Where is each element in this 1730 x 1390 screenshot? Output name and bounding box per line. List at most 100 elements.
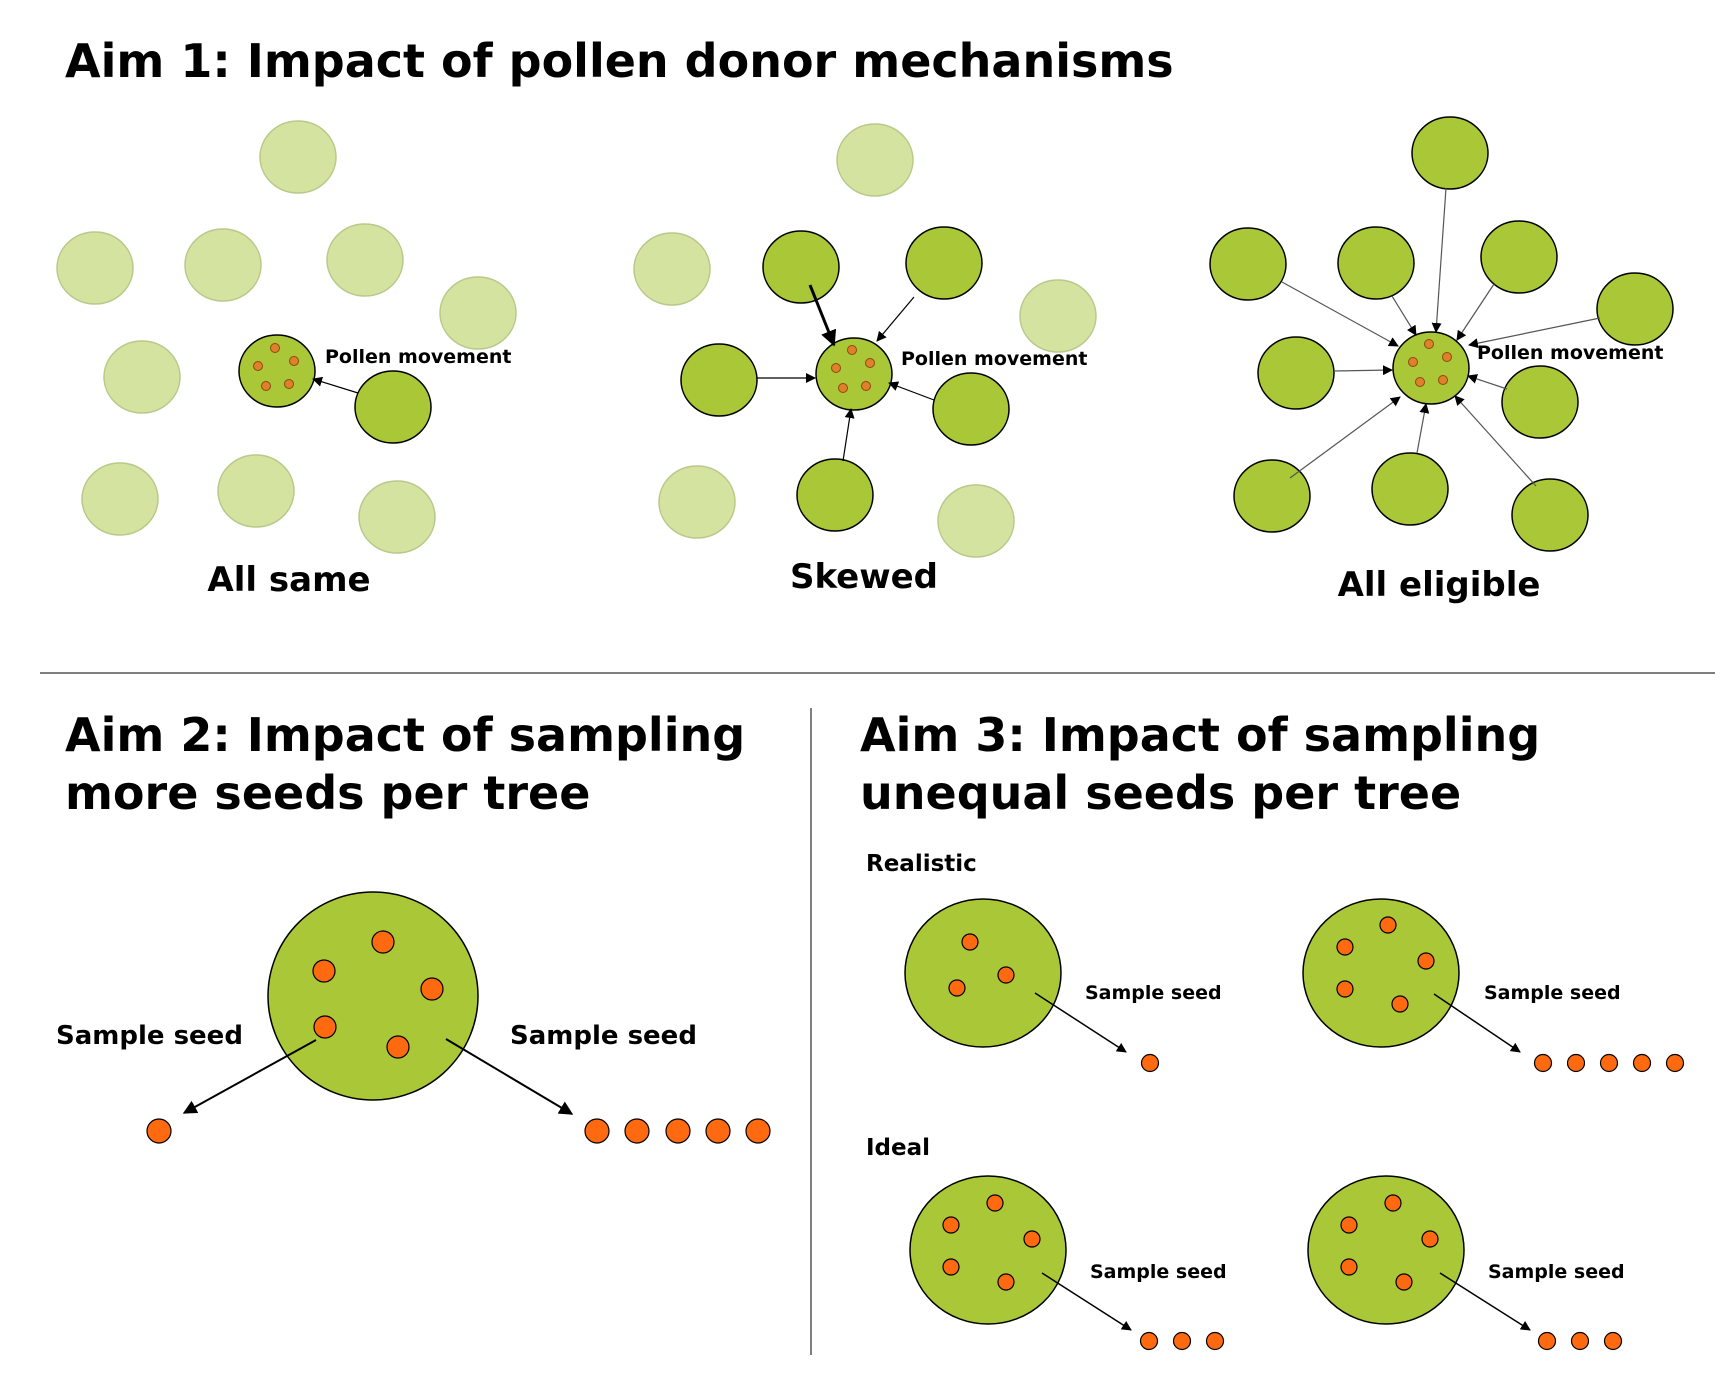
- seed: [1336, 938, 1354, 956]
- donor-tree: [1511, 478, 1589, 552]
- donor-tree: [1371, 452, 1449, 526]
- seed: [948, 979, 966, 997]
- sampled-seed: [1632, 1053, 1652, 1073]
- panel-all-eligible: [1209, 116, 1674, 552]
- seed: [1408, 357, 1418, 367]
- seed: [942, 1258, 960, 1276]
- aim1-title: Aim 1: Impact of pollen donor mechanisms: [65, 34, 1174, 88]
- seed: [261, 381, 271, 391]
- faded-tree: [358, 480, 436, 554]
- aim2-title: Aim 2: Impact of sampling more seeds per…: [65, 706, 745, 822]
- faded-tree: [937, 484, 1015, 558]
- aim3-title-line2: unequal seeds per tree: [860, 766, 1462, 820]
- seed: [1384, 1194, 1402, 1212]
- pollen-movement-label: Pollen movement: [901, 348, 1088, 370]
- sampled-seed: [146, 1118, 172, 1144]
- aim2-diagram: [146, 891, 771, 1144]
- pollen-movement-label: Pollen movement: [1477, 342, 1664, 364]
- donor-tree: [762, 230, 840, 304]
- pollen-arrow: [1454, 395, 1537, 487]
- aim2-right-sample-label: Sample seed: [510, 1021, 697, 1051]
- faded-tree: [439, 276, 517, 350]
- aim3-title: Aim 3: Impact of sampling unequal seeds …: [860, 706, 1540, 822]
- pollen-arrow: [1456, 283, 1495, 341]
- sampled-seed: [1139, 1331, 1159, 1351]
- faded-tree: [81, 462, 159, 536]
- seed: [1336, 980, 1354, 998]
- donor-tree: [1480, 220, 1558, 294]
- pollen-arrow: [1416, 403, 1430, 454]
- panel-label-skewed: Skewed: [789, 557, 939, 597]
- seed: [313, 1015, 337, 1039]
- pollen-arrow: [842, 408, 855, 462]
- seed: [1442, 352, 1452, 362]
- pollen-movement-label: Pollen movement: [325, 346, 512, 368]
- faded-tree: [217, 454, 295, 528]
- donor-tree: [905, 226, 983, 300]
- pollen-arrow: [1391, 295, 1417, 336]
- aim2-title-line1: Aim 2: Impact of sampling: [65, 708, 746, 762]
- mother-tree: [238, 334, 316, 408]
- sample-arrow: [1041, 1272, 1132, 1331]
- mother-tree: [1392, 331, 1470, 405]
- sample-arrow: [1439, 1272, 1531, 1331]
- donor-tree: [1501, 365, 1579, 439]
- pollen-arrow: [1468, 317, 1601, 349]
- sampled-seed: [1603, 1331, 1623, 1351]
- pollen-arrow: [1281, 281, 1399, 347]
- realistic-label: Realistic: [866, 851, 977, 877]
- aim3-realistic-left: [904, 898, 1160, 1073]
- aim3-sample-label: Sample seed: [1484, 982, 1621, 1004]
- panel-label-all-same: All same: [207, 560, 371, 600]
- seed: [1417, 952, 1435, 970]
- pollen-arrow: [888, 381, 935, 401]
- sample-arrow: [1034, 992, 1127, 1053]
- sampled-seed: [745, 1118, 771, 1144]
- pollen-arrow: [1333, 365, 1393, 376]
- sampled-seed: [1533, 1053, 1553, 1073]
- seed: [1421, 1230, 1439, 1248]
- donor-tree: [1411, 116, 1489, 190]
- aim3-realistic-right: [1302, 898, 1685, 1073]
- panel-skewed: [633, 123, 1097, 558]
- sampled-seed: [1140, 1053, 1160, 1073]
- aim3-sample-label: Sample seed: [1085, 982, 1222, 1004]
- seed: [289, 356, 299, 366]
- sampled-seed: [1570, 1331, 1590, 1351]
- seed: [1379, 916, 1397, 934]
- aim3-title-line1: Aim 3: Impact of sampling: [860, 708, 1541, 762]
- seed: [1438, 375, 1448, 385]
- pollen-arrow-strong: [808, 284, 837, 347]
- donor-tree: [1596, 272, 1674, 346]
- sampled-seed: [1665, 1053, 1685, 1073]
- sample-tree: [267, 891, 479, 1101]
- seed: [1023, 1230, 1041, 1248]
- seed: [861, 381, 871, 391]
- faded-tree: [56, 231, 134, 305]
- seed: [386, 1035, 410, 1059]
- aim3-sample-label: Sample seed: [1090, 1261, 1227, 1283]
- seed: [942, 1216, 960, 1234]
- sampled-seed: [1172, 1331, 1192, 1351]
- sampled-seed: [1599, 1053, 1619, 1073]
- donor-tree: [1209, 227, 1287, 301]
- seed: [284, 379, 294, 389]
- donor-tree: [680, 343, 758, 417]
- faded-tree: [836, 123, 914, 197]
- aim2-title-line2: more seeds per tree: [65, 766, 591, 820]
- donor-tree: [1257, 336, 1335, 410]
- aim3-sample-label: Sample seed: [1488, 1261, 1625, 1283]
- sample-arrow: [182, 1039, 317, 1114]
- aim2-left-sample-label: Sample seed: [56, 1021, 243, 1051]
- aim3-ideal-left: [909, 1175, 1225, 1351]
- seed: [270, 343, 280, 353]
- faded-tree: [103, 340, 181, 414]
- faded-tree: [658, 465, 736, 539]
- faded-tree: [184, 228, 262, 302]
- faded-tree: [259, 120, 337, 194]
- pollen-arrow: [876, 296, 915, 342]
- pollen-arrow: [1289, 396, 1401, 479]
- sample-arrow: [445, 1038, 574, 1115]
- sample-tree: [909, 1175, 1067, 1325]
